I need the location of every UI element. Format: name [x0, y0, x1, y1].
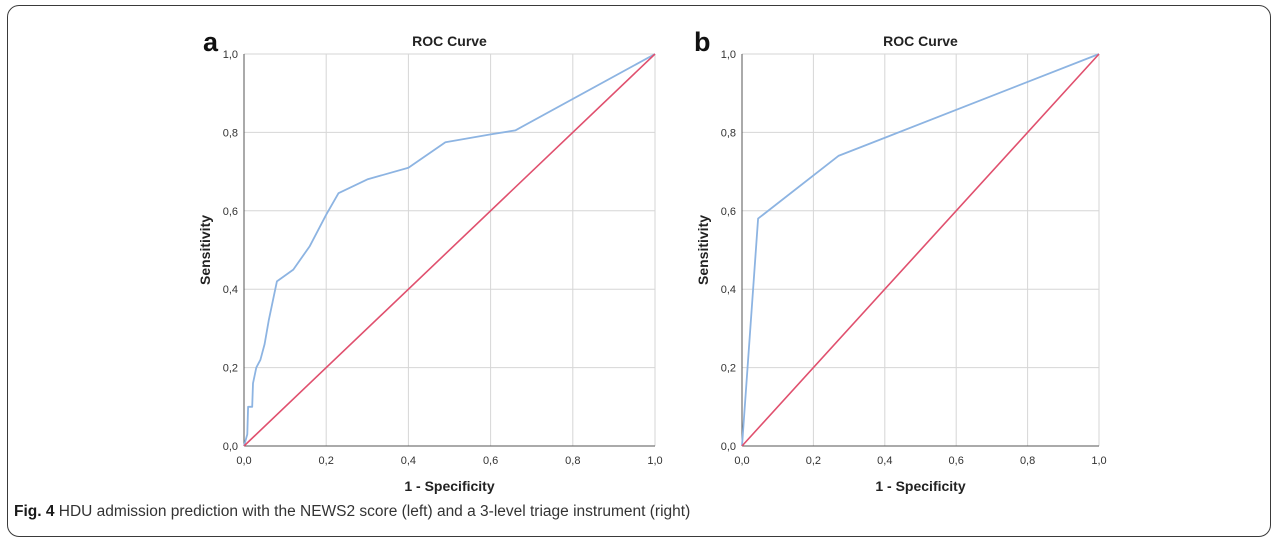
- y-tick-label: 0,4: [223, 284, 238, 296]
- roc-curve-line: [243, 53, 656, 447]
- x-tick-label: 0,8: [1020, 455, 1035, 467]
- x-tick-label: 0,0: [236, 455, 251, 467]
- y-tick-label: 0,2: [721, 363, 736, 375]
- y-tick-label: 1,0: [721, 49, 736, 61]
- x-axis-title: 1 - Specificity: [404, 478, 494, 494]
- panel-letter: b: [694, 27, 711, 57]
- x-tick-label: 0,4: [877, 455, 892, 467]
- chart-title: ROC Curve: [883, 33, 958, 49]
- x-tick-label: 0,4: [401, 455, 416, 467]
- x-tick-label: 0,6: [949, 455, 964, 467]
- x-tick-label: 0,8: [565, 455, 580, 467]
- roc-curve-line: [741, 53, 1100, 447]
- y-tick-label: 0,8: [721, 127, 736, 139]
- roc-panel-b: 0,0 0,2 0,4 0,6 0,8 1,0 0,0 0,2 0,4 0,6 0,8 1,0 ROC …: [694, 27, 1107, 494]
- x-tick-label: 1,0: [647, 455, 662, 467]
- x-tick-label: 0,2: [319, 455, 334, 467]
- y-tick-label: 0,8: [223, 127, 238, 139]
- y-tick-label: 0,6: [721, 206, 736, 218]
- y-axis-title: Sensitivity: [695, 215, 711, 285]
- caption-text: HDU admission prediction with the NEWS2 …: [54, 503, 691, 520]
- y-tick-label: 0,0: [721, 441, 736, 453]
- figure-caption: Fig. 4 HDU admission prediction with the…: [14, 503, 690, 521]
- roc-panel-a: 0,0 0,2 0,4 0,6 0,8 1,0 0,0 0,2 0,4 0,6 0,8 1,0 ROC …: [197, 27, 663, 494]
- y-tick-label: 0,4: [721, 284, 736, 296]
- y-axis-title: Sensitivity: [197, 215, 213, 285]
- y-tick-label: 0,2: [223, 363, 238, 375]
- y-tick-label: 1,0: [223, 49, 238, 61]
- x-tick-label: 0,2: [806, 455, 821, 467]
- panel-letter: a: [203, 27, 219, 57]
- y-tick-label: 0,0: [223, 441, 238, 453]
- y-tick-label: 0,6: [223, 206, 238, 218]
- chart-title: ROC Curve: [412, 33, 487, 49]
- reference-line: [741, 53, 1100, 447]
- x-tick-label: 0,6: [483, 455, 498, 467]
- figure-frame: [7, 5, 1271, 537]
- x-axis-title: 1 - Specificity: [875, 478, 965, 494]
- reference-line: [243, 53, 656, 447]
- x-tick-label: 1,0: [1091, 455, 1106, 467]
- caption-label: Fig. 4: [14, 503, 55, 520]
- x-tick-label: 0,0: [734, 455, 749, 467]
